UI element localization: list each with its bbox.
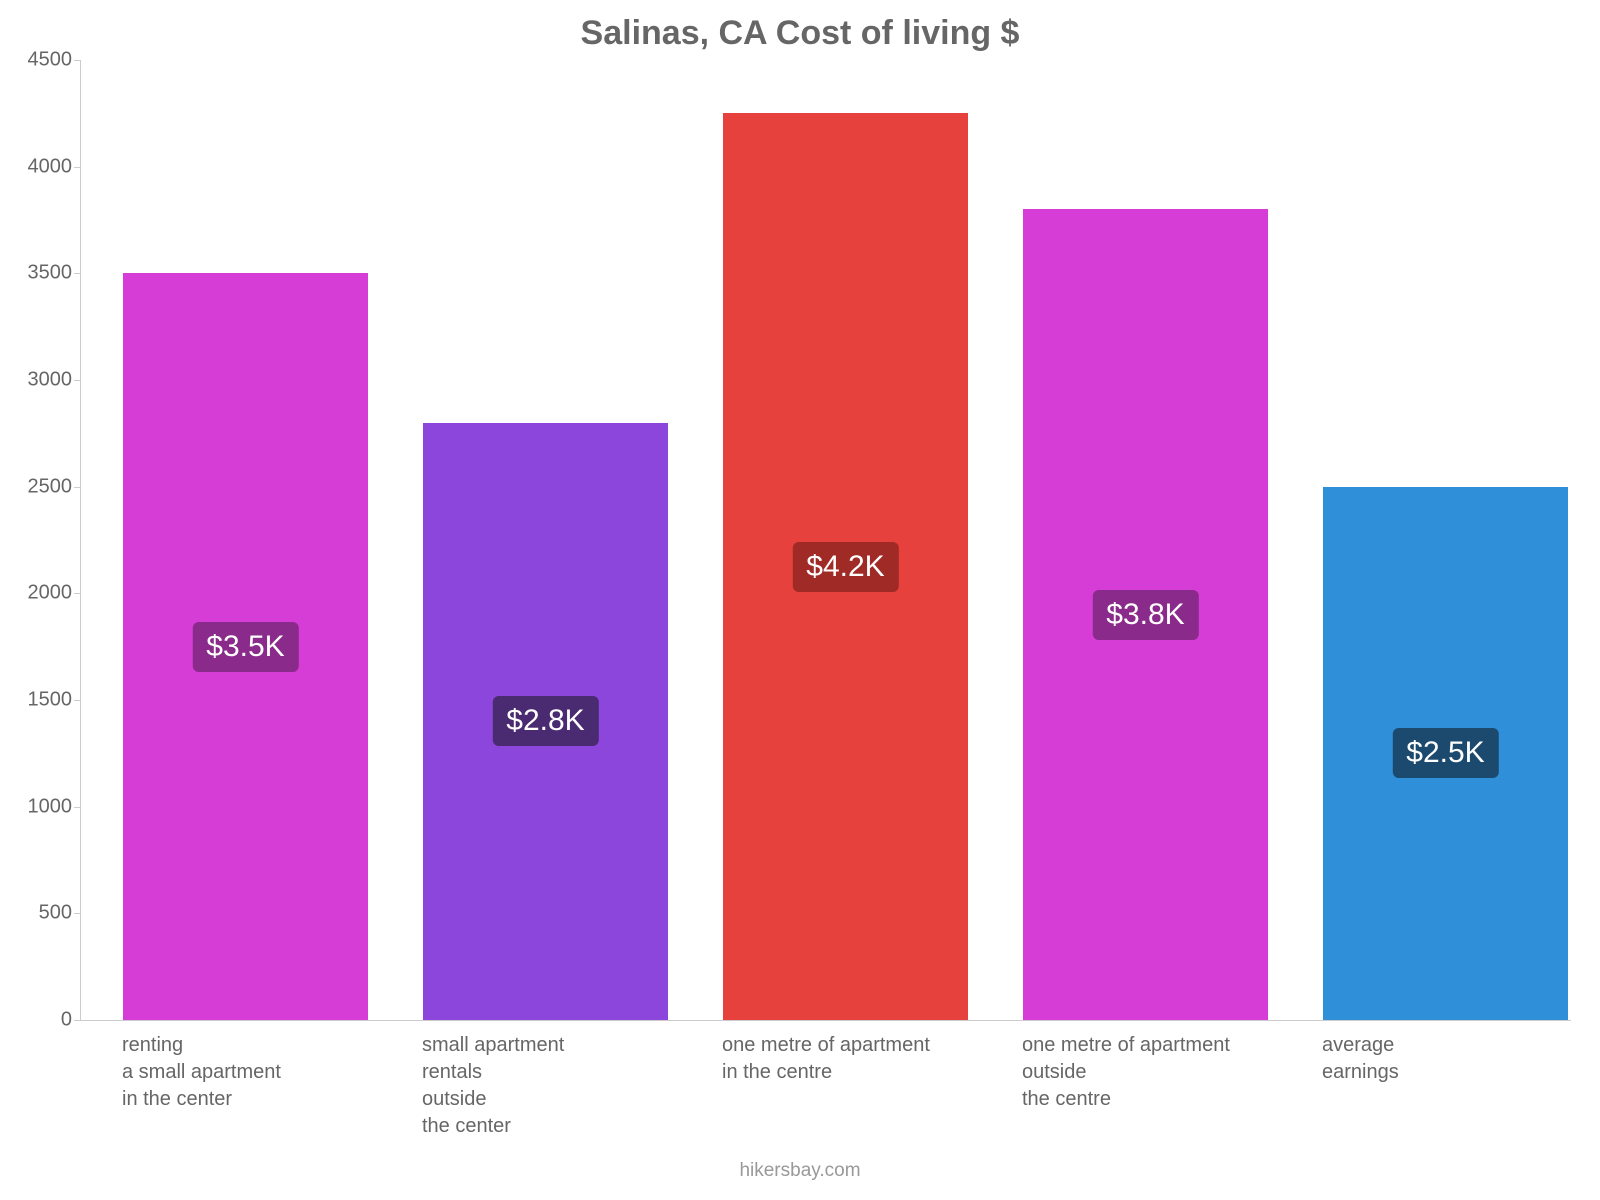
ytick-label: 2500 <box>28 475 73 498</box>
ytick-label: 4000 <box>28 155 73 178</box>
ytick-mark <box>74 807 80 808</box>
value-badge: $2.8K <box>492 696 598 746</box>
ytick-label: 0 <box>61 1009 72 1032</box>
value-badge: $4.2K <box>792 542 898 592</box>
xlabel: renting a small apartment in the center <box>122 1032 281 1113</box>
ytick-label: 3000 <box>28 369 73 392</box>
value-badge: $3.8K <box>1092 590 1198 640</box>
bars-layer: $3.5K $2.8K $4.2K $3.8K $2.5K <box>81 60 1571 1020</box>
xlabel: one metre of apartment outside the centr… <box>1022 1032 1230 1113</box>
ytick-mark <box>74 167 80 168</box>
ytick-label: 1000 <box>28 795 73 818</box>
ytick-label: 4500 <box>28 49 73 72</box>
xlabel: average earnings <box>1322 1032 1399 1086</box>
value-badge: $3.5K <box>192 622 298 672</box>
ytick-mark <box>74 913 80 914</box>
xlabel: small apartment rentals outside the cent… <box>422 1032 564 1140</box>
plot-area: $3.5K $2.8K $4.2K $3.8K $2.5K <box>80 60 1571 1021</box>
attribution: hikersbay.com <box>0 1160 1600 1182</box>
ytick-label: 3500 <box>28 262 73 285</box>
value-badge: $2.5K <box>1392 728 1498 778</box>
ytick-mark <box>74 593 80 594</box>
cost-of-living-chart: Salinas, CA Cost of living $ $3.5K$2.8K$… <box>0 0 1600 1200</box>
ytick-mark <box>74 1020 80 1021</box>
ytick-label: 500 <box>39 902 72 925</box>
ytick-label: 2000 <box>28 582 73 605</box>
ytick-mark <box>74 700 80 701</box>
ytick-mark <box>74 487 80 488</box>
ytick-mark <box>74 273 80 274</box>
chart-title: Salinas, CA Cost of living $ <box>0 14 1600 53</box>
ytick-mark <box>74 380 80 381</box>
ytick-mark <box>74 60 80 61</box>
xlabel: one metre of apartment in the centre <box>722 1032 930 1086</box>
ytick-label: 1500 <box>28 689 73 712</box>
